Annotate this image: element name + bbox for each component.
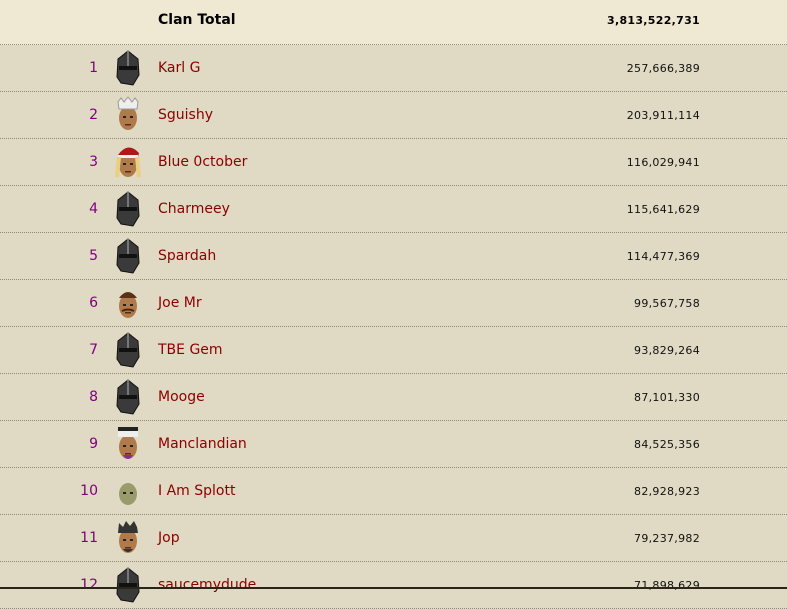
bottom-border <box>0 587 787 589</box>
member-name-link[interactable]: Blue 0ctober <box>158 154 248 170</box>
rank-number: 11 <box>80 530 98 546</box>
member-xp: 93,829,264 <box>634 344 700 357</box>
member-row: 11 Jop 79,237,982 <box>0 515 787 562</box>
member-xp: 99,567,758 <box>634 297 700 310</box>
member-name-link[interactable]: Charmeey <box>158 201 230 217</box>
rank-number: 5 <box>89 248 98 264</box>
helmet-avatar-icon <box>113 566 143 604</box>
member-list: 1 Karl G 257,666,389 2 Sguishy 203,911,114 3 Bl… <box>0 45 787 609</box>
member-name-link[interactable]: TBE Gem <box>158 342 223 358</box>
rank-number: 10 <box>80 483 98 499</box>
member-xp: 203,911,114 <box>626 109 700 122</box>
member-name-link[interactable]: Sguishy <box>158 107 213 123</box>
member-xp: 71,898,629 <box>634 579 700 592</box>
member-row: 10 I Am Splott 82,928,923 <box>0 468 787 515</box>
member-name-link[interactable]: Mooge <box>158 389 205 405</box>
member-row: 7 TBE Gem 93,829,264 <box>0 327 787 374</box>
rank-number: 4 <box>89 201 98 217</box>
rank-number: 12 <box>80 577 98 593</box>
santa-hat-face-avatar-icon <box>113 143 143 181</box>
member-row: 4 Charmeey 115,641,629 <box>0 186 787 233</box>
member-xp: 114,477,369 <box>626 250 700 263</box>
helmet-avatar-icon <box>113 237 143 275</box>
member-name-link[interactable]: Jop <box>158 530 180 546</box>
rank-number: 7 <box>89 342 98 358</box>
crown-face-avatar-icon <box>113 96 143 134</box>
member-name-link[interactable]: Joe Mr <box>158 295 202 311</box>
member-xp: 87,101,330 <box>634 391 700 404</box>
rank-number: 3 <box>89 154 98 170</box>
rank-number: 1 <box>89 60 98 76</box>
member-row: 1 Karl G 257,666,389 <box>0 45 787 92</box>
helmet-avatar-icon <box>113 331 143 369</box>
member-row: 3 Blue 0ctober 116,029,941 <box>0 139 787 186</box>
member-name-link[interactable]: saucemydude <box>158 577 257 593</box>
member-row: 12 saucemydude 71,898,629 <box>0 562 787 609</box>
member-xp: 116,029,941 <box>626 156 700 169</box>
member-xp: 257,666,389 <box>626 62 700 75</box>
clan-total-value: 3,813,522,731 <box>607 14 700 27</box>
member-name-link[interactable]: Manclandian <box>158 436 247 452</box>
rank-number: 2 <box>89 107 98 123</box>
member-row: 2 Sguishy 203,911,114 <box>0 92 787 139</box>
member-xp: 82,928,923 <box>634 485 700 498</box>
member-xp: 84,525,356 <box>634 438 700 451</box>
clan-total-label: Clan Total <box>158 12 236 28</box>
member-row: 6 Joe Mr 99,567,758 <box>0 280 787 327</box>
clan-total-row: Clan Total 3,813,522,731 <box>0 0 787 45</box>
mustache-face-avatar-icon <box>113 284 143 322</box>
member-name-link[interactable]: Karl G <box>158 60 201 76</box>
member-row: 9 Manclandian 84,525,356 <box>0 421 787 468</box>
member-name-link[interactable]: I Am Splott <box>158 483 236 499</box>
member-row: 8 Mooge 87,101,330 <box>0 374 787 421</box>
rank-number: 9 <box>89 436 98 452</box>
member-name-link[interactable]: Spardah <box>158 248 217 264</box>
rank-number: 8 <box>89 389 98 405</box>
headband-face-avatar-icon <box>113 425 143 463</box>
helmet-avatar-icon <box>113 190 143 228</box>
member-xp: 79,237,982 <box>634 532 700 545</box>
spiky-hair-face-avatar-icon <box>113 519 143 557</box>
helmet-avatar-icon <box>113 378 143 416</box>
helmet-avatar-icon <box>113 49 143 87</box>
rank-number: 6 <box>89 295 98 311</box>
member-xp: 115,641,629 <box>626 203 700 216</box>
member-row: 5 Spardah 114,477,369 <box>0 233 787 280</box>
bald-face-avatar-icon <box>113 472 143 510</box>
